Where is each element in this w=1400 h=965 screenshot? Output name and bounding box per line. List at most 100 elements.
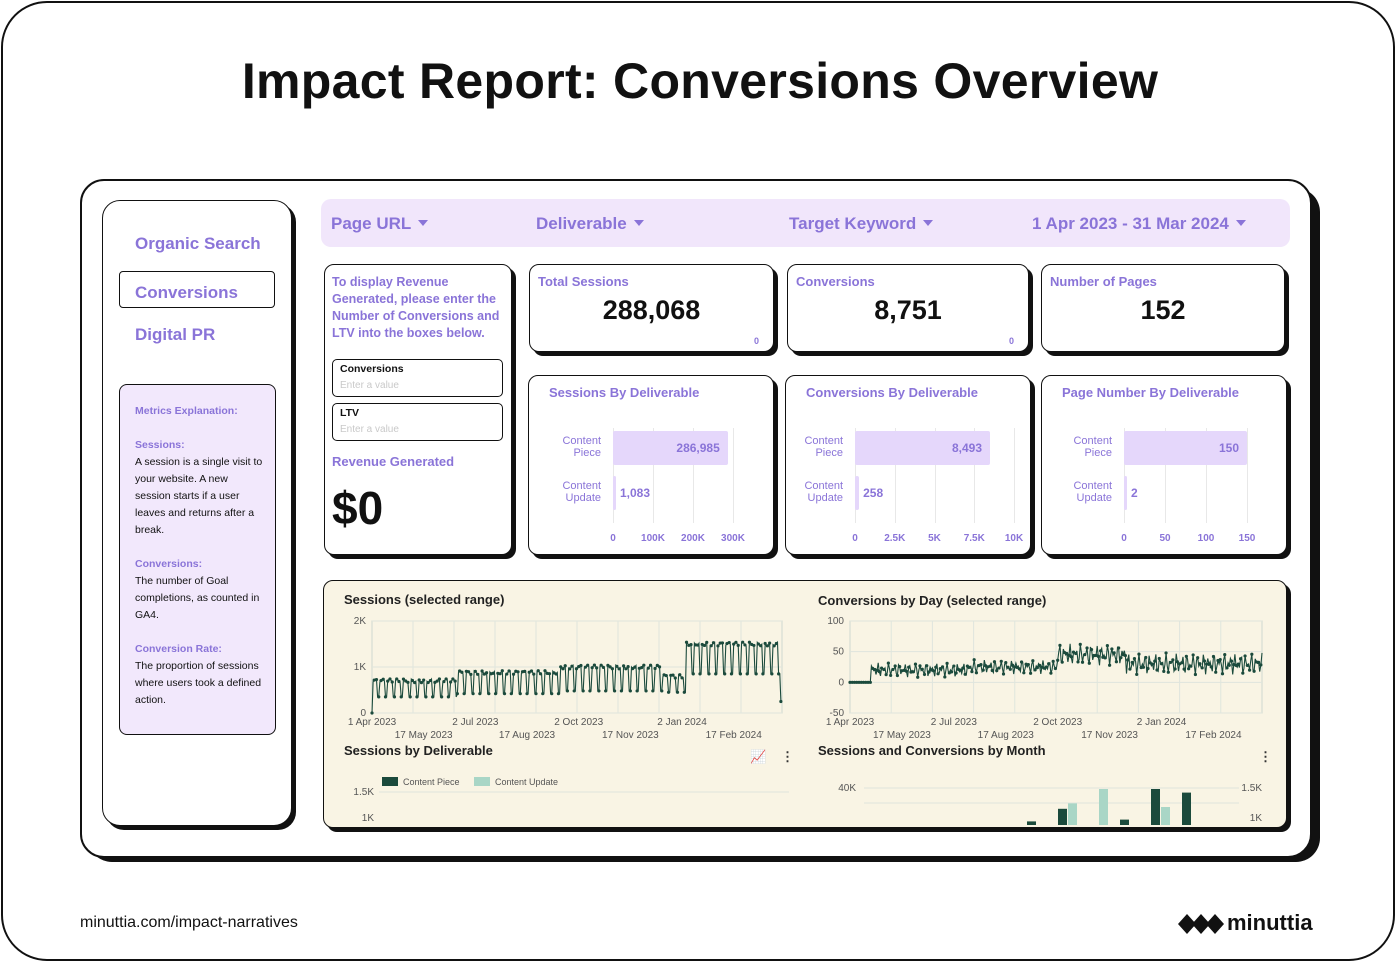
x-tick-label: 2 Oct 2023 bbox=[1033, 717, 1082, 728]
data-point bbox=[684, 640, 689, 644]
data-point bbox=[861, 680, 866, 684]
data-point bbox=[747, 640, 752, 644]
conversions-input[interactable] bbox=[340, 380, 490, 391]
data-point bbox=[413, 680, 417, 685]
data-point bbox=[581, 689, 585, 693]
more-options-icon[interactable]: ⋮ bbox=[1259, 749, 1272, 764]
conversions-field[interactable]: Conversions bbox=[332, 359, 503, 397]
data-point bbox=[646, 666, 650, 670]
data-point bbox=[961, 666, 965, 670]
filter-target-keyword[interactable]: Target Keyword bbox=[789, 214, 934, 234]
ltv-field[interactable]: LTV bbox=[332, 403, 503, 441]
data-point bbox=[608, 665, 612, 669]
x-tick-label: 17 Feb 2024 bbox=[706, 730, 763, 741]
data-point bbox=[1243, 654, 1247, 658]
bar bbox=[855, 431, 991, 465]
data-point bbox=[913, 662, 918, 666]
data-point bbox=[877, 670, 881, 674]
data-point bbox=[1223, 653, 1227, 657]
gridline bbox=[1124, 428, 1125, 523]
data-point bbox=[911, 670, 915, 674]
ltv-input[interactable] bbox=[340, 424, 490, 435]
data-point bbox=[642, 663, 646, 667]
data-point bbox=[1141, 665, 1146, 669]
data-point bbox=[889, 673, 893, 678]
data-point bbox=[550, 692, 554, 696]
data-point bbox=[922, 672, 927, 677]
data-point bbox=[1132, 656, 1137, 661]
data-point bbox=[855, 680, 859, 684]
data-point bbox=[1159, 662, 1164, 666]
data-point bbox=[720, 641, 725, 645]
x-tick-label: 1 Apr 2023 bbox=[826, 717, 875, 728]
sidebar-item-digital-pr[interactable]: Digital PR bbox=[135, 325, 216, 344]
data-point bbox=[1035, 666, 1039, 670]
x-tick-label: 17 Feb 2024 bbox=[1185, 730, 1242, 741]
data-point bbox=[666, 690, 671, 694]
x-tick-label: 200K bbox=[681, 533, 705, 544]
data-point bbox=[523, 669, 527, 673]
footer-url[interactable]: minuttia.com/impact-narratives bbox=[80, 914, 298, 931]
revenue-generated-label: Revenue Generated bbox=[332, 454, 455, 469]
data-point bbox=[938, 667, 942, 671]
kpi-value: 152 bbox=[1140, 295, 1186, 325]
data-point bbox=[1130, 660, 1134, 665]
caret-down-icon bbox=[633, 220, 644, 226]
data-point bbox=[388, 677, 392, 681]
data-point bbox=[1245, 663, 1249, 668]
filter-deliverable[interactable]: Deliverable bbox=[536, 214, 644, 234]
kpi-label: Number of Pages bbox=[1050, 274, 1157, 289]
kpi-comparison: 0 bbox=[753, 336, 759, 346]
explore-chart-icon[interactable]: 📈 bbox=[750, 749, 767, 764]
data-point bbox=[1157, 656, 1161, 661]
data-point bbox=[417, 678, 421, 682]
y-tick-label: 1K bbox=[1250, 813, 1263, 824]
gridline bbox=[733, 428, 734, 523]
data-point bbox=[478, 692, 482, 696]
data-point bbox=[615, 664, 619, 668]
x-tick-label: 17 May 2023 bbox=[395, 730, 453, 741]
filter-date-range[interactable]: 1 Apr 2023 - 31 Mar 2024 bbox=[1032, 214, 1246, 234]
data-point bbox=[1191, 653, 1195, 657]
data-point bbox=[857, 680, 861, 684]
bar bbox=[1120, 819, 1129, 825]
data-point bbox=[736, 643, 740, 647]
data-point bbox=[651, 689, 655, 693]
data-point bbox=[727, 640, 731, 645]
data-point bbox=[705, 640, 709, 644]
data-point bbox=[547, 672, 552, 676]
data-point bbox=[1214, 670, 1218, 674]
data-point bbox=[884, 673, 888, 677]
x-tick-label: 1 Apr 2023 bbox=[348, 717, 397, 728]
kpi-number-of-pages: Number of Pages 152 bbox=[1041, 264, 1285, 352]
filter-page-url[interactable]: Page URL bbox=[331, 214, 429, 234]
sidebar-item-conversions[interactable]: Conversions bbox=[135, 283, 238, 302]
bar bbox=[613, 431, 728, 465]
x-tick-label: 2.5K bbox=[884, 533, 906, 544]
revenue-generated-value: $0 bbox=[332, 482, 384, 534]
data-point bbox=[868, 680, 872, 684]
more-options-icon[interactable]: ⋮ bbox=[781, 749, 794, 764]
data-point bbox=[698, 672, 702, 676]
data-point bbox=[1211, 654, 1216, 659]
sidebar-item-organic-search[interactable]: Organic Search bbox=[135, 234, 261, 253]
bar-value-label: 2 bbox=[1131, 486, 1138, 500]
data-point bbox=[500, 669, 504, 673]
data-point bbox=[1103, 656, 1107, 660]
x-tick-label: 2 Jan 2024 bbox=[657, 717, 707, 728]
data-point bbox=[1117, 646, 1121, 650]
data-point bbox=[579, 663, 583, 668]
data-point bbox=[974, 671, 979, 675]
data-point bbox=[1105, 643, 1109, 648]
data-point bbox=[1001, 672, 1006, 676]
data-point bbox=[745, 672, 749, 676]
data-point bbox=[505, 672, 509, 676]
data-point bbox=[707, 672, 711, 676]
data-point bbox=[451, 677, 455, 681]
gridline bbox=[974, 428, 976, 523]
data-point bbox=[1065, 651, 1069, 656]
data-point bbox=[893, 664, 897, 668]
data-point bbox=[532, 672, 536, 676]
gridline bbox=[1014, 428, 1015, 523]
data-point bbox=[940, 665, 945, 669]
